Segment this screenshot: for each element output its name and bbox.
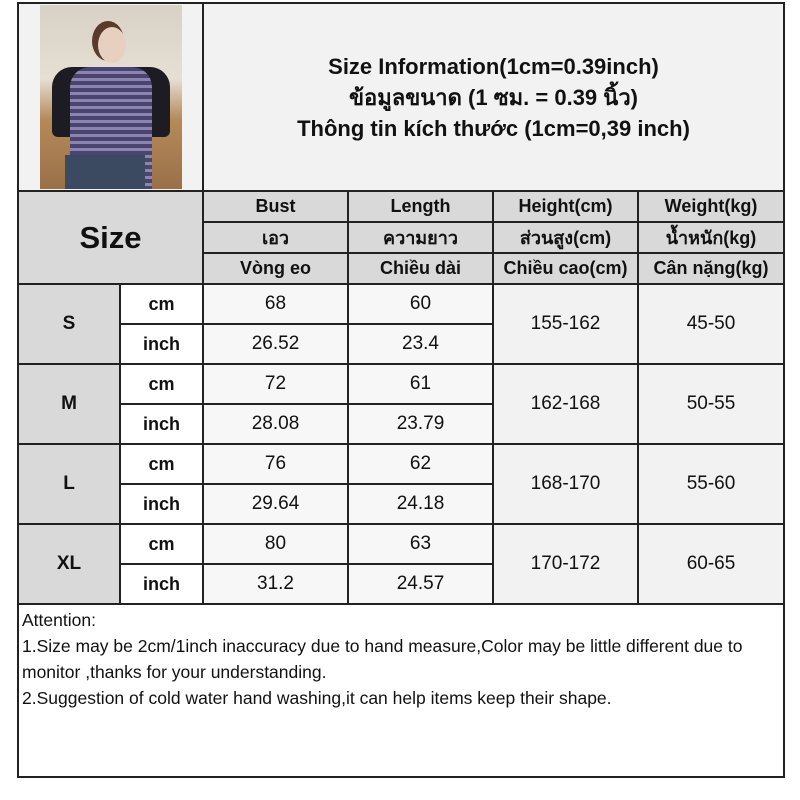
unit-inch: inch bbox=[119, 323, 204, 365]
unit-cm: cm bbox=[119, 443, 204, 485]
header-length-th: ความยาว bbox=[347, 221, 494, 254]
table-row: L cm 76 62 168-170 55-60 bbox=[17, 443, 785, 525]
table-row: inch 31.2 24.57 bbox=[18, 563, 784, 605]
height-range: 170-172 bbox=[492, 523, 639, 605]
unit-inch: inch bbox=[119, 403, 204, 445]
bust-inch: 26.52 bbox=[202, 323, 349, 365]
weight-range: 60-65 bbox=[637, 523, 785, 605]
weight-range: 55-60 bbox=[637, 443, 785, 525]
length-cm: 60 bbox=[347, 283, 494, 325]
length-inch: 23.79 bbox=[347, 403, 494, 445]
header-weight-th: น้ำหนัก(kg) bbox=[637, 221, 785, 254]
height-range: 162-168 bbox=[492, 363, 639, 445]
length-inch: 24.57 bbox=[347, 563, 494, 605]
weight-range: 50-55 bbox=[637, 363, 785, 445]
length-cm: 61 bbox=[347, 363, 494, 405]
title-vietnamese: Thông tin kích thước (1cm=0,39 inch) bbox=[297, 115, 690, 141]
product-photo bbox=[39, 5, 182, 189]
header-length-en: Length bbox=[347, 190, 494, 223]
length-cm: 62 bbox=[347, 443, 494, 485]
height-range: 155-162 bbox=[492, 283, 639, 365]
note-2: 2.Suggestion of cold water hand washing,… bbox=[22, 688, 612, 708]
header-height-vi: Chiều cao(cm) bbox=[492, 252, 639, 285]
size-info-title: Size Information(1cm=0.39inch) ข้อมูลขนา… bbox=[202, 2, 785, 192]
unit-inch: inch bbox=[119, 483, 204, 525]
size-chart-table: Size Information(1cm=0.39inch) ข้อมูลขนา… bbox=[17, 2, 785, 778]
table-row: inch 29.64 24.18 bbox=[18, 483, 784, 525]
header-bust-en: Bust bbox=[202, 190, 349, 223]
unit-cm: cm bbox=[119, 283, 204, 325]
bust-cm: 80 bbox=[202, 523, 349, 565]
unit-inch: inch bbox=[119, 563, 204, 605]
size-label: L bbox=[17, 443, 121, 525]
header-weight-vi: Cân nặng(kg) bbox=[637, 252, 785, 285]
table-row: M cm 72 61 162-168 50-55 bbox=[17, 363, 785, 445]
weight-range: 45-50 bbox=[637, 283, 785, 365]
bust-cm: 72 bbox=[202, 363, 349, 405]
unit-cm: cm bbox=[119, 523, 204, 565]
length-inch: 24.18 bbox=[347, 483, 494, 525]
length-cm: 63 bbox=[347, 523, 494, 565]
header-bust-th: เอว bbox=[202, 221, 349, 254]
header-height-th: ส่วนสูง(cm) bbox=[492, 221, 639, 254]
bust-cm: 68 bbox=[202, 283, 349, 325]
length-inch: 23.4 bbox=[347, 323, 494, 365]
size-label: M bbox=[17, 363, 121, 445]
table-row: inch 26.52 23.4 bbox=[18, 323, 784, 365]
note-1: 1.Size may be 2cm/1inch inaccuracy due t… bbox=[22, 636, 743, 682]
size-heading: Size bbox=[17, 190, 204, 285]
product-photo-cell bbox=[17, 2, 204, 192]
title-thai: ข้อมูลขนาด (1 ซม. = 0.39 นิ้ว) bbox=[348, 84, 638, 110]
attention-notes: Attention: 1.Size may be 2cm/1inch inacc… bbox=[17, 603, 785, 778]
table-row: inch 28.08 23.79 bbox=[18, 403, 784, 445]
title-english: Size Information(1cm=0.39inch) bbox=[328, 53, 659, 79]
size-label: XL bbox=[17, 523, 121, 605]
unit-cm: cm bbox=[119, 363, 204, 405]
size-label: S bbox=[17, 283, 121, 365]
height-range: 168-170 bbox=[492, 443, 639, 525]
header-bust-vi: Vòng eo bbox=[202, 252, 349, 285]
bust-inch: 31.2 bbox=[202, 563, 349, 605]
bust-inch: 28.08 bbox=[202, 403, 349, 445]
table-row: XL cm 80 63 170-172 60-65 bbox=[17, 523, 785, 605]
notes-heading: Attention: bbox=[22, 610, 96, 630]
header-length-vi: Chiều dài bbox=[347, 252, 494, 285]
header-weight-en: Weight(kg) bbox=[637, 190, 785, 223]
bust-inch: 29.64 bbox=[202, 483, 349, 525]
header-height-en: Height(cm) bbox=[492, 190, 639, 223]
bust-cm: 76 bbox=[202, 443, 349, 485]
table-row: S cm 68 60 155-162 45-50 bbox=[17, 283, 785, 365]
